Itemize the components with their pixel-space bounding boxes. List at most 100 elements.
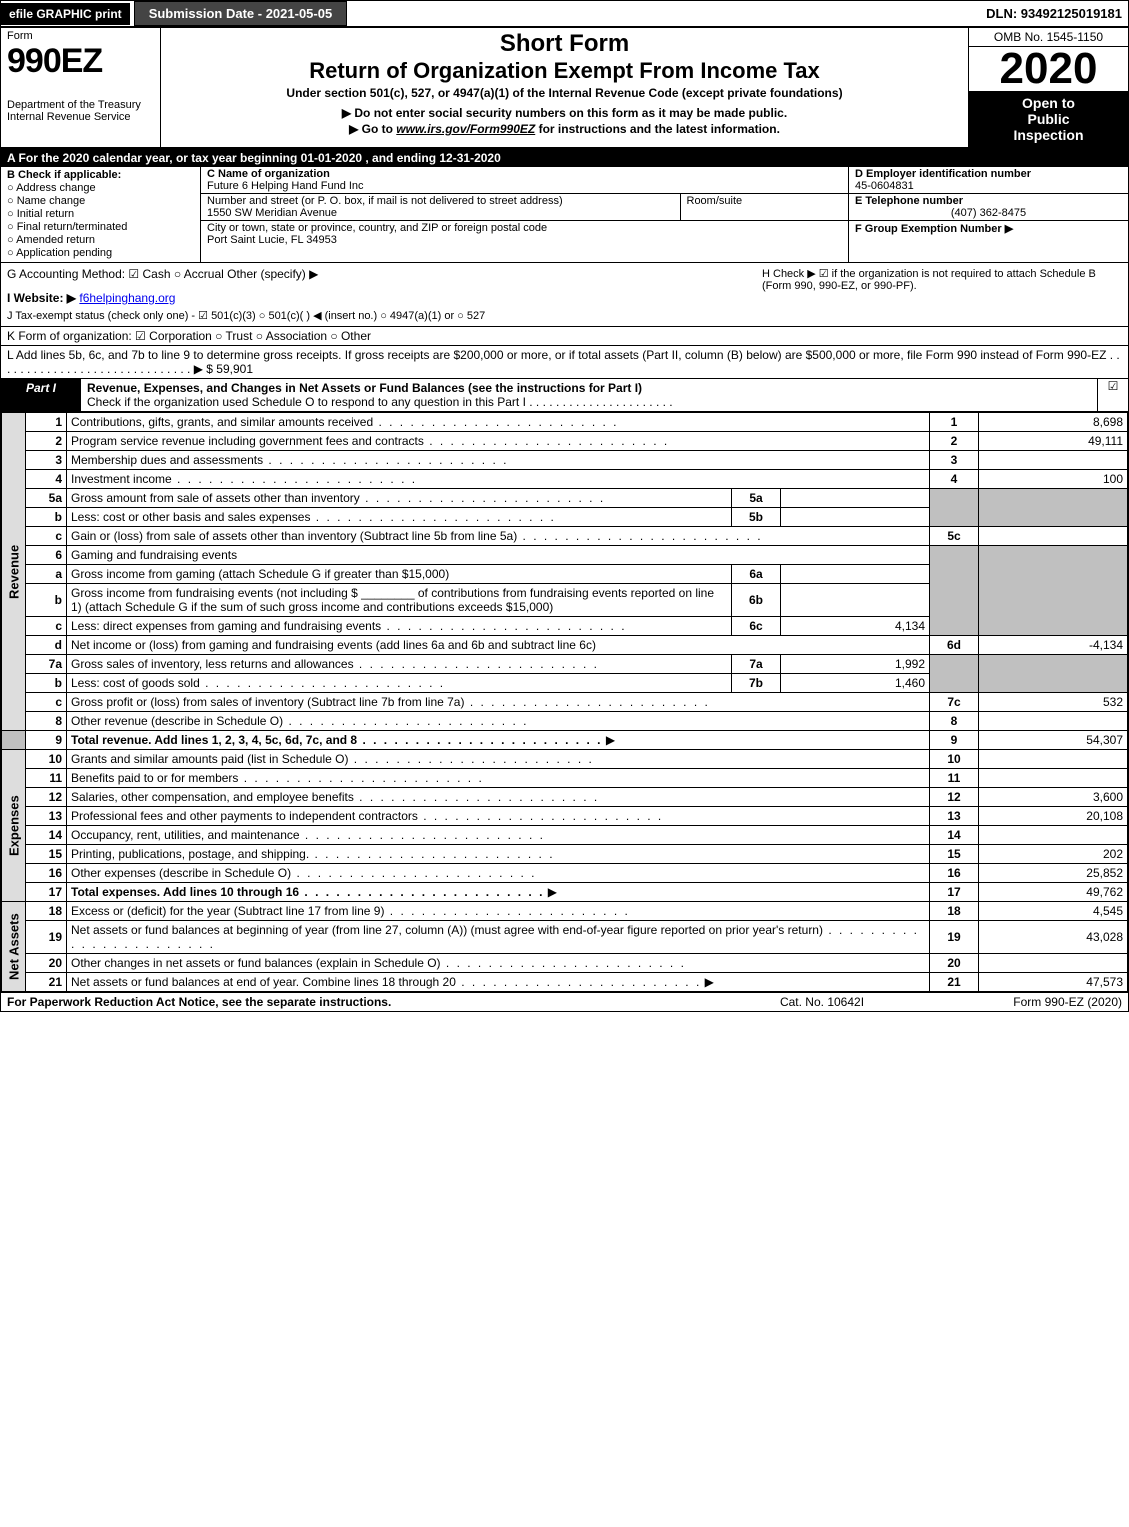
l6a-iamt: [781, 565, 930, 584]
l1-ref: 1: [930, 413, 979, 432]
l14-num: 14: [26, 826, 67, 845]
l4-amt: 100: [979, 470, 1128, 489]
part-i-label: Part I: [1, 379, 81, 411]
col-d-right: D Employer identification number 45-0604…: [848, 167, 1128, 262]
l20-ref: 20: [930, 954, 979, 973]
l5a-desc: Gross amount from sale of assets other t…: [71, 491, 605, 505]
check-amended-return[interactable]: Amended return: [7, 234, 194, 246]
l15-desc: Printing, publications, postage, and shi…: [71, 847, 555, 861]
row-k: K Form of organization: ☑ Corporation ○ …: [1, 327, 1128, 346]
form-page: efile GRAPHIC print Submission Date - 20…: [0, 0, 1129, 1012]
phone-value: (407) 362-8475: [855, 207, 1122, 219]
l9-amt: 54,307: [979, 731, 1128, 750]
l11-amt: [979, 769, 1128, 788]
l2-amt: 49,111: [979, 432, 1128, 451]
check-address-change[interactable]: Address change: [7, 182, 194, 194]
l3-amt: [979, 451, 1128, 470]
org-name: Future 6 Helping Hand Fund Inc: [207, 180, 842, 192]
l7c-num: c: [26, 693, 67, 712]
form-id-column: Form 990EZ Department of the Treasury In…: [1, 28, 161, 147]
part-i-title: Revenue, Expenses, and Changes in Net As…: [81, 379, 1097, 411]
l14-amt: [979, 826, 1128, 845]
l15-amt: 202: [979, 845, 1128, 864]
title-column: Short Form Return of Organization Exempt…: [161, 28, 968, 147]
b-label: B Check if applicable:: [7, 169, 194, 181]
l19-amt: 43,028: [979, 921, 1128, 954]
l5b-iamt: [781, 508, 930, 527]
l7b-iamt: 1,460: [781, 674, 930, 693]
l9-desc: Total revenue. Add lines 1, 2, 3, 4, 5c,…: [71, 733, 602, 747]
l6-shaded-ref: [930, 546, 979, 636]
l6d-ref: 6d: [930, 636, 979, 655]
l20-num: 20: [26, 954, 67, 973]
ein-value: 45-0604831: [855, 180, 1122, 192]
goto-text: ▶ Go to: [349, 122, 396, 136]
submission-date-button[interactable]: Submission Date - 2021-05-05: [134, 1, 348, 26]
l6a-iref: 6a: [732, 565, 781, 584]
l6d-num: d: [26, 636, 67, 655]
l5-shaded-amt: [979, 489, 1128, 527]
l17-num: 17: [26, 883, 67, 902]
rev-side-blank: [2, 731, 26, 750]
city-value: Port Saint Lucie, FL 34953: [207, 234, 842, 246]
section-bcd: B Check if applicable: Address change Na…: [1, 167, 1128, 263]
l5a-num: 5a: [26, 489, 67, 508]
l19-desc: Net assets or fund balances at beginning…: [71, 923, 919, 951]
l20-desc: Other changes in net assets or fund bala…: [71, 956, 686, 970]
l4-num: 4: [26, 470, 67, 489]
check-name-change[interactable]: Name change: [7, 195, 194, 207]
check-application-pending[interactable]: Application pending: [7, 247, 194, 259]
l14-ref: 14: [930, 826, 979, 845]
l21-num: 21: [26, 973, 67, 992]
l6d-desc: Net income or (loss) from gaming and fun…: [67, 636, 930, 655]
l18-num: 18: [26, 902, 67, 921]
e-label: E Telephone number: [855, 195, 1122, 207]
row-gh: G Accounting Method: ☑ Cash ○ Accrual Ot…: [1, 263, 1128, 327]
l6-num: 6: [26, 546, 67, 565]
top-bar: efile GRAPHIC print Submission Date - 20…: [1, 1, 1128, 28]
inspect-line1: Open to: [971, 95, 1126, 111]
open-inspection-box: Open to Public Inspection: [969, 91, 1128, 147]
l18-amt: 4,545: [979, 902, 1128, 921]
dept-treasury: Department of the Treasury: [7, 99, 154, 111]
website-link[interactable]: f6helpinghang.org: [79, 291, 175, 305]
l13-amt: 20,108: [979, 807, 1128, 826]
l7b-num: b: [26, 674, 67, 693]
l11-num: 11: [26, 769, 67, 788]
g-accounting: G Accounting Method: ☑ Cash ○ Accrual Ot…: [7, 267, 762, 281]
l2-desc: Program service revenue including govern…: [71, 434, 669, 448]
l10-desc: Grants and similar amounts paid (list in…: [71, 752, 594, 766]
return-title: Return of Organization Exempt From Incom…: [167, 58, 962, 84]
part-i-header: Part I Revenue, Expenses, and Changes in…: [1, 379, 1128, 412]
l15-num: 15: [26, 845, 67, 864]
l9-num: 9: [26, 731, 67, 750]
col-b-checkboxes: B Check if applicable: Address change Na…: [1, 167, 201, 262]
l21-desc: Net assets or fund balances at end of ye…: [71, 975, 701, 989]
efile-print-button[interactable]: efile GRAPHIC print: [1, 3, 130, 25]
part-i-checkbox[interactable]: ☑: [1097, 379, 1128, 411]
inspect-line3: Inspection: [971, 127, 1126, 143]
l6b-iamt: [781, 584, 930, 617]
l16-ref: 16: [930, 864, 979, 883]
room-label: Room/suite: [687, 195, 843, 207]
irs-link[interactable]: www.irs.gov/Form990EZ: [396, 122, 535, 136]
tax-year: 2020: [969, 47, 1128, 91]
l5c-ref: 5c: [930, 527, 979, 546]
addr-value: 1550 SW Meridian Avenue: [207, 207, 674, 219]
row-l: L Add lines 5b, 6c, and 7b to line 9 to …: [1, 346, 1128, 379]
l1-amt: 8,698: [979, 413, 1128, 432]
l7c-desc: Gross profit or (loss) from sales of inv…: [71, 695, 710, 709]
footer-formref: Form 990-EZ (2020): [922, 995, 1122, 1009]
check-final-return[interactable]: Final return/terminated: [7, 221, 194, 233]
l18-ref: 18: [930, 902, 979, 921]
revenue-side-label: Revenue: [2, 413, 26, 731]
check-initial-return[interactable]: Initial return: [7, 208, 194, 220]
l2-num: 2: [26, 432, 67, 451]
j-tax-exempt: J Tax-exempt status (check only one) - ☑…: [7, 309, 762, 322]
dept-irs: Internal Revenue Service: [7, 111, 154, 123]
l10-num: 10: [26, 750, 67, 769]
lines-table: Revenue 1 Contributions, gifts, grants, …: [1, 412, 1128, 992]
right-column: OMB No. 1545-1150 2020 Open to Public In…: [968, 28, 1128, 147]
l12-num: 12: [26, 788, 67, 807]
l21-ref: 21: [930, 973, 979, 992]
